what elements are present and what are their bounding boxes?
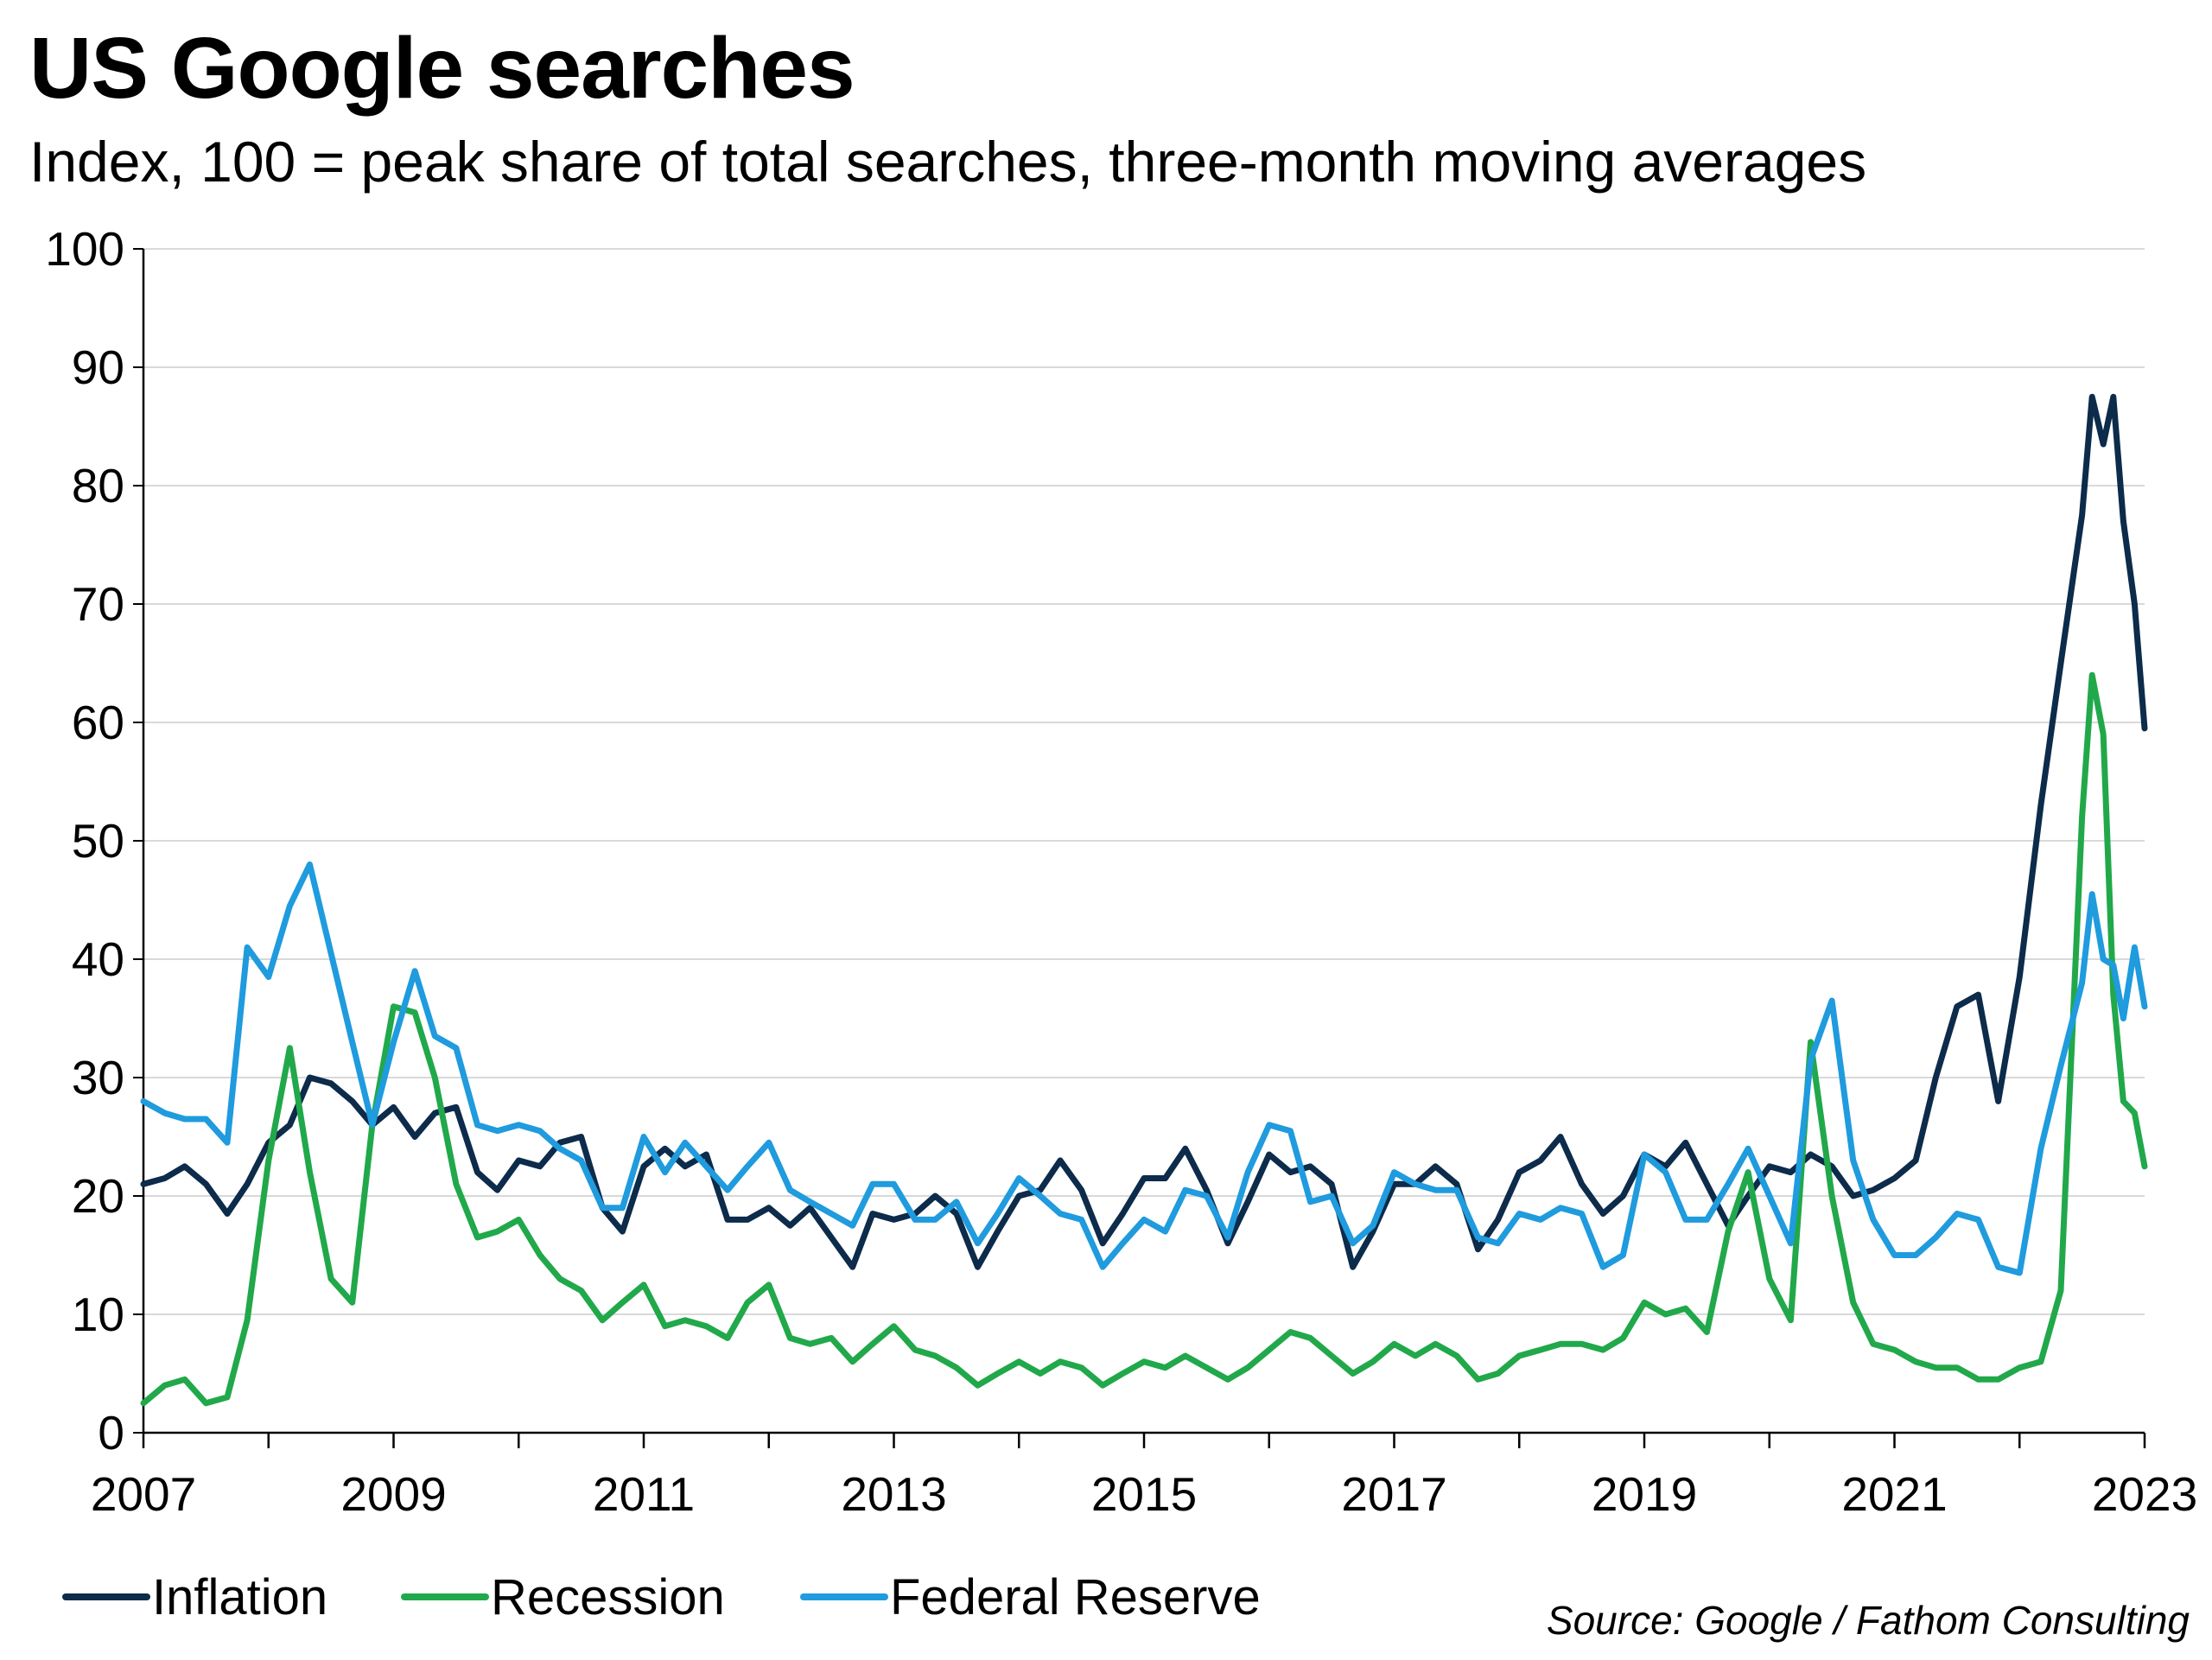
series-line-federal-reserve	[140, 861, 2148, 1276]
x-tick-label: 2019	[1592, 1467, 1697, 1521]
axes	[133, 248, 2146, 1448]
y-tick-label: 0	[98, 1406, 124, 1460]
legend-label: Inflation	[152, 1569, 327, 1625]
gridlines	[143, 248, 2145, 1315]
y-tick-label: 20	[72, 1169, 124, 1223]
x-tick-label: 2021	[1841, 1467, 1947, 1521]
y-tick-label: 60	[72, 696, 124, 749]
y-tick-label: 30	[72, 1051, 124, 1104]
y-tick-label: 50	[72, 814, 124, 868]
x-tick-label: 2009	[340, 1467, 446, 1521]
x-tick-label: 2011	[593, 1467, 695, 1521]
y-axis-ticks: 0 10 20 30 40 50 60 70 80 90 100	[45, 222, 124, 1460]
legend-label: Recession	[491, 1569, 725, 1625]
legend-label: Federal Reserve	[890, 1569, 1261, 1625]
y-tick-label: 40	[72, 932, 124, 986]
x-tick-label: 2015	[1091, 1467, 1197, 1521]
y-tick-label: 70	[72, 577, 124, 631]
series-line-recession	[140, 671, 2148, 1407]
y-tick-label: 10	[72, 1288, 124, 1341]
chart-title: US Google searches	[29, 20, 855, 117]
series-lines	[140, 393, 2148, 1407]
x-tick-label: 2017	[1341, 1467, 1446, 1521]
y-tick-label: 100	[45, 222, 124, 276]
legend: Inflation Recession Federal Reserve	[62, 1569, 1261, 1625]
chart-subtitle: Index, 100 = peak share of total searche…	[29, 130, 1867, 194]
x-tick-label: 2007	[91, 1467, 196, 1521]
x-tick-label: 2013	[841, 1467, 946, 1521]
source-note: Source: Google / Fathom Consulting	[1546, 1598, 2190, 1643]
x-tick-label: 2023	[2092, 1467, 2197, 1521]
y-tick-label: 80	[72, 459, 124, 512]
x-axis-ticks: 2007 2009 2011 2013 2015 2017 2019 2021 2023	[91, 1467, 2197, 1521]
y-tick-label: 90	[72, 340, 124, 394]
